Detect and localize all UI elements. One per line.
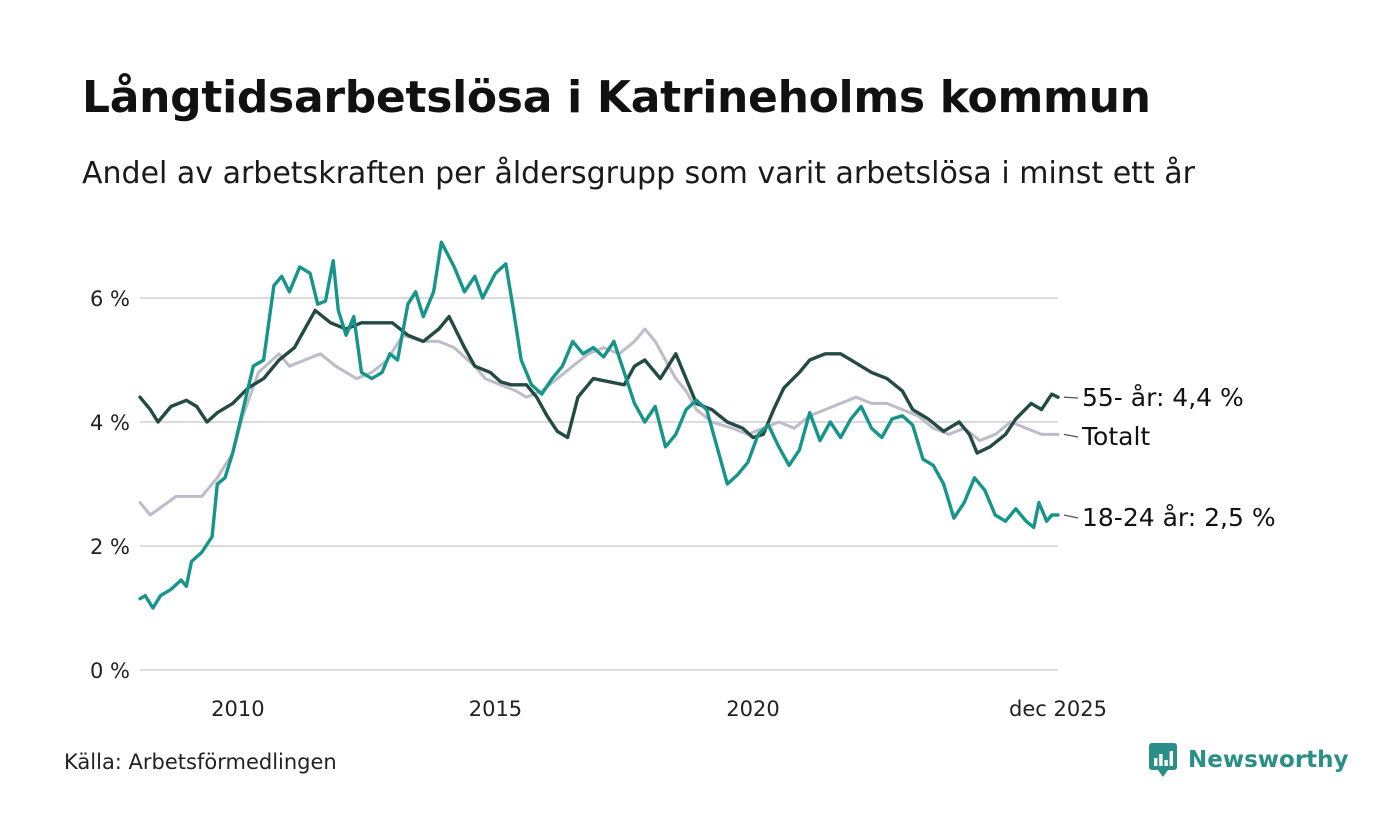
series-line-age_55: [138, 308, 1060, 455]
y-tick-label: 4 %: [90, 411, 130, 435]
x-tick-label: 2010: [211, 697, 264, 721]
x-tick-label: dec 2025: [1009, 697, 1107, 721]
series-labels: Totalt 55- år: 4,4 % 18-24 år: 2,5 %: [1063, 383, 1276, 532]
x-tick-label: 2020: [726, 697, 779, 721]
series-label-age_55: 55- år: 4,4 %: [1082, 383, 1244, 412]
line-chart: 0 % 2 % 4 % 6 % 2010 2015 2020 dec 2025 Totalt…: [90, 240, 1276, 721]
series-label-total: Totalt: [1081, 422, 1150, 451]
source-note: Källa: Arbetsförmedlingen: [64, 750, 337, 774]
x-axis-ticks: 2010 2015 2020 dec 2025: [211, 697, 1107, 721]
y-axis-ticks: 0 % 2 % 4 % 6 %: [90, 287, 130, 683]
newsworthy-icon: [1149, 743, 1177, 777]
label-connector: [1063, 514, 1079, 519]
series-lines: [138, 240, 1060, 610]
y-tick-label: 0 %: [90, 659, 130, 683]
y-tick-label: 6 %: [90, 287, 130, 311]
chart-subtitle: Andel av arbetskraften per åldersgrupp s…: [82, 156, 1195, 191]
label-connector: [1063, 433, 1079, 438]
brand-name: Newsworthy: [1188, 747, 1349, 773]
label-connector: [1063, 396, 1079, 399]
brand-logo: Newsworthy: [1148, 742, 1349, 778]
grid-lines: [140, 297, 1058, 671]
y-tick-label: 2 %: [90, 535, 130, 559]
series-label-age_18_24: 18-24 år: 2,5 %: [1082, 503, 1276, 532]
series-line-age_18_24: [138, 240, 1060, 610]
x-tick-label: 2015: [469, 697, 522, 721]
chart-title: Långtidsarbetslösa i Katrineholms kommun: [82, 72, 1151, 123]
